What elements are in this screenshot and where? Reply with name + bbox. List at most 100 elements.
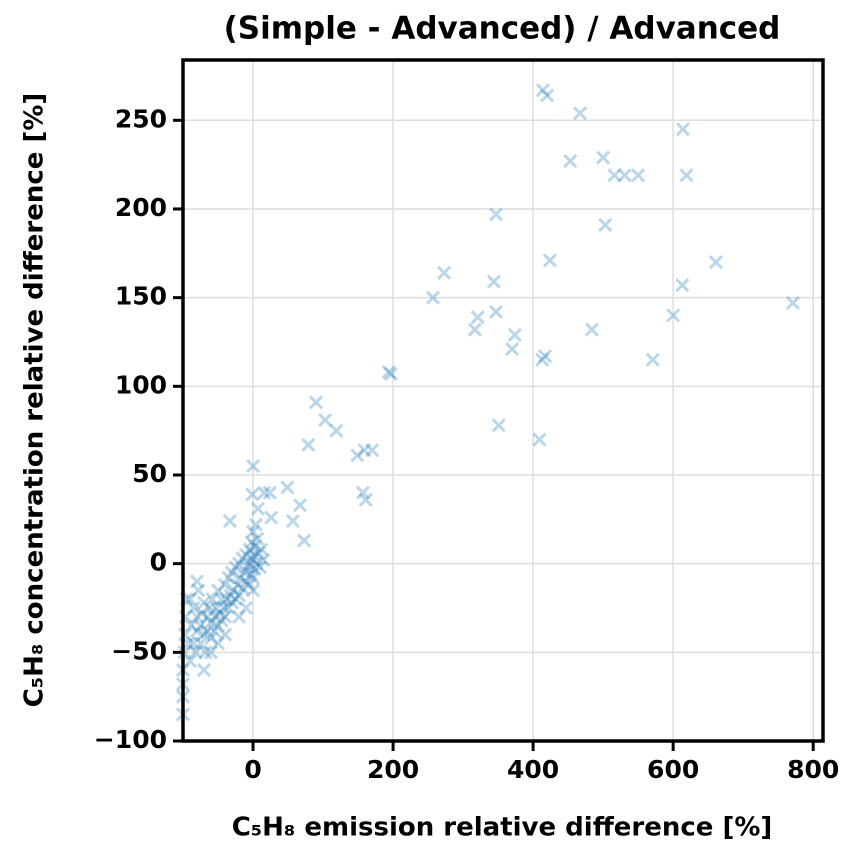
point [188, 645, 203, 660]
point [488, 304, 504, 319]
point [262, 485, 277, 500]
point [193, 618, 208, 633]
point [216, 600, 231, 616]
point [186, 636, 201, 651]
point [191, 583, 206, 598]
point [233, 570, 248, 585]
point [217, 627, 233, 642]
point [254, 542, 269, 557]
point [235, 581, 250, 596]
point [470, 310, 485, 325]
point [222, 514, 237, 529]
point [207, 623, 222, 639]
point [250, 531, 265, 546]
point [679, 168, 694, 183]
point [182, 654, 198, 669]
point [230, 577, 245, 592]
point [243, 567, 258, 582]
point [245, 524, 261, 539]
point [196, 627, 212, 642]
y-tick-label: 200 [115, 193, 167, 222]
point [205, 592, 220, 607]
point [200, 623, 215, 639]
point [207, 609, 222, 624]
point [249, 556, 264, 571]
x-tick-label: 600 [647, 755, 699, 784]
point [425, 290, 441, 305]
point [540, 88, 555, 103]
point [381, 365, 396, 380]
point [238, 600, 254, 616]
x-tick-label: 0 [244, 755, 261, 784]
point [675, 122, 691, 137]
point [245, 551, 260, 566]
point [250, 501, 265, 516]
plot-frame [181, 58, 825, 743]
y-tick-label: −100 [94, 725, 167, 754]
point [785, 295, 800, 311]
point [224, 565, 240, 580]
point [214, 613, 229, 628]
point [245, 487, 260, 502]
point [491, 418, 506, 433]
point [437, 265, 452, 280]
point [189, 609, 205, 624]
point [210, 583, 226, 598]
point [318, 412, 333, 428]
point [193, 636, 208, 651]
point [535, 83, 550, 98]
x-tick-label: 800 [787, 755, 839, 784]
y-tick-label: 100 [115, 370, 167, 399]
point [486, 274, 501, 289]
chart-title: (Simple - Advanced) / Advanced [224, 11, 781, 47]
point [186, 600, 201, 616]
point [178, 627, 193, 642]
y-tick-label: 150 [115, 282, 167, 311]
point [184, 618, 199, 633]
point [224, 595, 240, 610]
point [189, 574, 205, 589]
point [355, 485, 371, 500]
point [572, 106, 588, 121]
point [182, 592, 198, 607]
point [246, 547, 261, 562]
point [219, 592, 234, 607]
point [223, 588, 238, 603]
point [200, 609, 215, 624]
point [226, 583, 241, 598]
point [507, 327, 522, 342]
point [245, 583, 261, 598]
point [194, 606, 209, 621]
point [292, 498, 307, 513]
point [209, 600, 224, 616]
point [237, 565, 252, 580]
point [248, 538, 263, 553]
point [240, 560, 255, 575]
point [242, 542, 257, 557]
x-axis-label: C₅H₈ emission relative difference [%] [232, 813, 773, 843]
point [631, 168, 646, 183]
x-tick-label: 400 [507, 755, 559, 784]
point [217, 609, 233, 624]
point [488, 207, 504, 222]
point [221, 570, 236, 585]
point [243, 556, 258, 571]
point [245, 459, 261, 474]
point [297, 533, 312, 548]
point [708, 255, 723, 270]
x-tick-label: 200 [367, 755, 419, 784]
point [231, 588, 247, 603]
point [251, 545, 266, 561]
point [231, 556, 247, 571]
point [203, 645, 219, 660]
point [532, 432, 547, 447]
point [210, 618, 226, 633]
point [189, 623, 205, 639]
point [252, 560, 268, 575]
point [228, 592, 243, 607]
point [505, 342, 520, 357]
point [598, 217, 613, 232]
point [364, 443, 380, 458]
point [542, 253, 557, 268]
